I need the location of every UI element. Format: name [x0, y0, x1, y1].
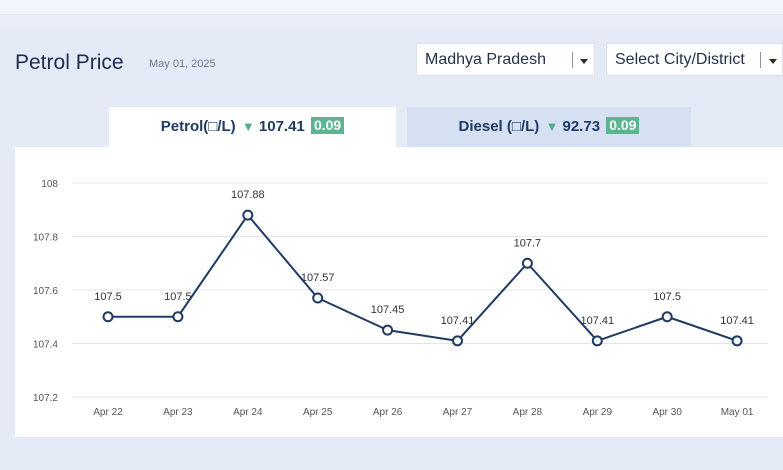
data-point — [661, 311, 673, 323]
y-tick-label: 107.2 — [33, 393, 58, 404]
down-triangle-icon: ▼ — [241, 119, 255, 134]
tab-diesel-price: 92.73 — [562, 118, 601, 135]
data-label: 107.88 — [231, 189, 265, 201]
data-point — [452, 335, 463, 347]
y-tick-label: 108 — [41, 179, 58, 190]
tab-diesel[interactable]: Diesel (□/L) ▼ 92.73 0.09 — [407, 107, 691, 147]
select-separator — [572, 52, 573, 68]
x-tick-label: Apr 24 — [233, 407, 263, 418]
data-label: 107.41 — [441, 315, 475, 327]
chevron-down-icon — [580, 59, 588, 64]
state-select[interactable]: Madhya Pradesh — [416, 43, 595, 76]
data-label: 107.41 — [580, 315, 614, 327]
data-point — [382, 324, 394, 336]
diesel-change-badge: 0.09 — [606, 117, 640, 134]
state-select-label: Madhya Pradesh — [425, 51, 546, 68]
y-tick-label: 107.8 — [33, 233, 58, 244]
down-triangle-icon: ▼ — [545, 119, 559, 134]
y-tick-label: 107.6 — [33, 286, 58, 297]
data-point — [102, 311, 114, 323]
x-tick-label: Apr 22 — [93, 407, 123, 418]
tab-petrol-label: Petrol(□/L) — [160, 118, 236, 135]
chevron-down-icon — [769, 59, 777, 64]
x-tick-label: Apr 29 — [583, 407, 613, 418]
x-tick-label: Apr 25 — [303, 407, 333, 418]
data-label: 107.57 — [301, 272, 335, 284]
tab-petrol-price: 107.41 — [258, 118, 305, 135]
data-label: 107.41 — [720, 315, 754, 327]
data-label: 107.45 — [371, 304, 405, 316]
data-point — [591, 335, 603, 347]
x-tick-label: Apr 26 — [373, 407, 403, 418]
data-point — [521, 257, 533, 269]
data-label: 107.5 — [94, 291, 122, 303]
x-tick-label: May 01 — [721, 407, 754, 418]
data-label: 107.5 — [653, 291, 681, 303]
city-select-label: Select City/District — [615, 51, 745, 68]
x-tick-label: Apr 28 — [513, 407, 543, 418]
data-point — [172, 311, 184, 323]
x-tick-label: Apr 23 — [163, 407, 193, 418]
page-title: Petrol Price — [15, 51, 124, 74]
series-line — [108, 214, 738, 342]
data-label: 107.7 — [514, 237, 542, 249]
data-point — [242, 209, 254, 221]
price-date: May 01, 2025 — [149, 58, 216, 70]
chart-card: 107.2 107.4 107.6 107.8 108 Apr 22 Apr 23 Apr 2… — [15, 147, 783, 437]
tab-diesel-label: Diesel (□/L) — [458, 118, 540, 135]
tab-petrol[interactable]: Petrol(□/L) ▼ 107.41 0.09 — [109, 107, 396, 147]
city-select[interactable]: Select City/District — [606, 43, 783, 76]
price-line-chart: 107.2 107.4 107.6 107.8 108 Apr 22 Apr 23 Apr 2… — [33, 179, 768, 418]
data-point — [731, 335, 743, 347]
top-strip — [0, 0, 783, 15]
petrol-change-badge: 0.09 — [310, 117, 345, 134]
y-tick-label: 107.4 — [33, 340, 58, 351]
data-label: 107.5 — [164, 291, 192, 303]
data-point — [312, 292, 324, 304]
x-tick-label: Apr 30 — [652, 407, 682, 418]
select-separator — [760, 52, 761, 68]
x-tick-label: Apr 27 — [443, 407, 473, 418]
